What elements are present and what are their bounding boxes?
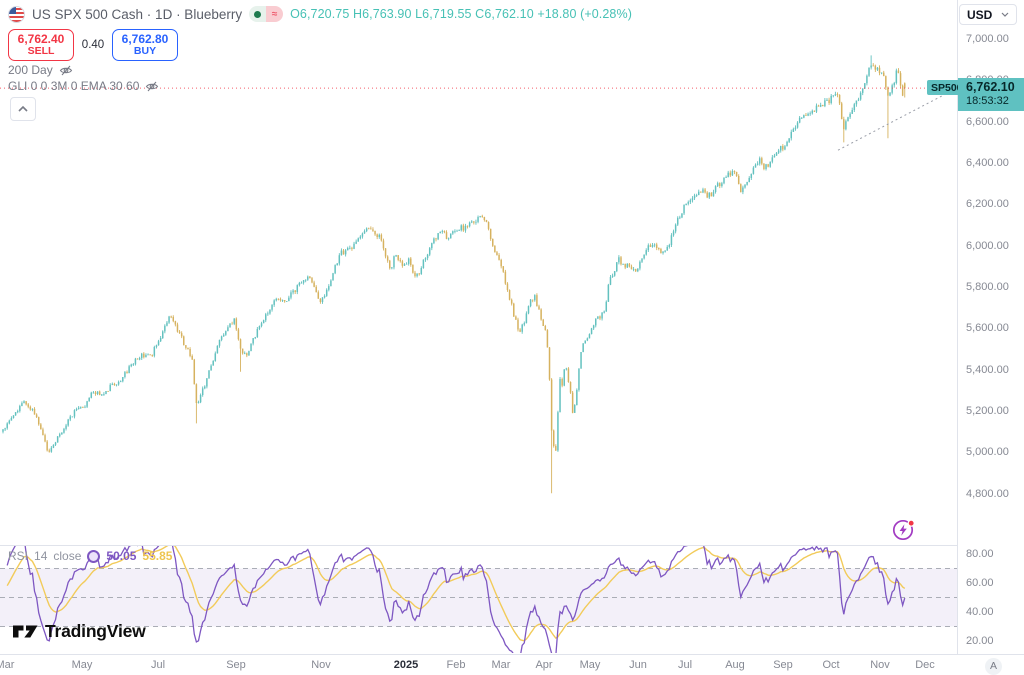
time-tick-label: Oct [822,659,840,671]
rsi-source: close [53,549,82,563]
last-price-value: 6,762.10 [966,80,1015,94]
time-tick-label: Jul [150,659,166,671]
time-tick-label: Jun [629,659,647,671]
price-tick-label: 7,000.00 [966,33,1009,45]
price-tick-label: 4,800.00 [966,487,1009,500]
flash-ring [892,519,914,541]
time-tick-label: May [579,659,601,671]
tradingview-logo[interactable]: TradingView [12,621,146,642]
rsi-name: RSI [8,549,29,563]
price-tick-label: 5,800.00 [966,281,1009,294]
pane-separator[interactable] [0,545,1024,546]
symbol-header: US SPX 500 Cash · 1D · Blueberry ≈ O6,72… [8,5,632,23]
rsi-tick-label: 20.00 [966,634,994,647]
buy-label: BUY [133,44,157,57]
last-price-box: 6,762.10 18:53:32 [958,78,1024,111]
tradingview-logo-icon [13,625,38,638]
rsi-value: 50.05 [106,549,137,563]
collapse-legend-button[interactable] [10,97,36,121]
price-tick-label: 6,600.00 [966,115,1009,128]
time-tick-label: Mar [491,659,511,671]
indicator-row-gli[interactable]: GLI 0 0 3M 0 EMA 30 60 [8,79,159,93]
rsi-tick-label: 80.00 [966,548,994,560]
eye-hidden-icon[interactable] [59,64,73,77]
currency-selector[interactable]: USD [959,4,1017,25]
ohlc-values: O6,720.75 H6,763.90 L6,719.55 C6,762.10 … [290,7,632,21]
time-tick-label: Sep [773,659,793,671]
time-tick-label: Dec [915,659,935,671]
chart-canvas[interactable] [0,0,957,654]
buy-price: 6,762.80 [121,32,169,47]
indicator-gli-label: GLI 0 0 3M 0 EMA 30 60 [8,79,140,93]
trade-panel: 6,762.40 SELL 0.40 6,762.80 BUY [8,29,178,61]
time-tick-label: Mar [0,659,15,671]
lightning-icon [899,524,907,536]
rsi-tick-label: 40.00 [966,605,994,618]
rsi-refresh-icon[interactable] [87,549,101,563]
price-tick-label: 6,200.00 [966,198,1009,211]
rsi-legend[interactable]: RSI 14 close 50.05 55.85 [8,549,172,563]
market-open-icon [249,6,267,22]
price-tick-label: 5,200.00 [966,405,1009,418]
spread-value: 0.40 [81,39,105,51]
time-tick-label: May [71,659,93,671]
sell-label: SELL [27,44,55,57]
price-tick-label: 5,400.00 [966,363,1009,376]
rsi-period: 14 [34,549,48,563]
time-axis[interactable]: A Mar May Jul Sep Nov 2025 Feb Mar Apr May Jun Jul A… [0,654,1024,675]
sell-button[interactable]: 6,762.40 SELL [8,29,74,61]
delayed-data-icon: ≈ [266,6,284,22]
time-tick-label: Feb [446,659,466,671]
eye-hidden-icon[interactable] [145,80,159,93]
time-tick-label: Nov [311,659,331,671]
time-tick-label: Nov [870,659,890,671]
price-tick-label: 6,000.00 [966,239,1009,252]
rsi-tick-label: 60.00 [966,576,994,589]
flash-orders-button[interactable] [892,518,916,542]
time-tick-label: 2025 [393,659,419,671]
chevron-up-icon [18,105,28,112]
price-tick-label: 5,600.00 [966,322,1009,335]
currency-label: USD [967,7,993,22]
time-tick-label: Sep [226,659,246,671]
symbol-title[interactable]: US SPX 500 Cash · 1D · Blueberry [32,6,243,22]
price-tick-label: 6,400.00 [966,157,1009,169]
indicator-row-200day[interactable]: 200 Day [8,63,73,77]
tradingview-logo-text: TradingView [45,621,146,641]
indicator-200day-label: 200 Day [8,63,53,77]
price-tick-label: 5,000.00 [966,446,1009,459]
chevron-down-icon [1001,12,1009,17]
notification-dot [907,519,915,527]
us-flag-icon [8,5,25,23]
time-tick-label: Apr [535,659,553,671]
last-price-symbol-tag: SP500 [927,80,967,95]
time-tick-label: Jul [677,659,693,671]
rsi-ma-value: 55.85 [142,549,173,563]
market-status-badges[interactable]: ≈ [249,6,284,22]
countdown-timer: 18:53:32 [966,95,1009,107]
buy-button[interactable]: 6,762.80 BUY [112,29,178,61]
axis-settings-button[interactable]: A [985,657,1002,675]
time-tick-label: Aug [725,659,745,671]
sell-price: 6,762.40 [17,32,65,47]
